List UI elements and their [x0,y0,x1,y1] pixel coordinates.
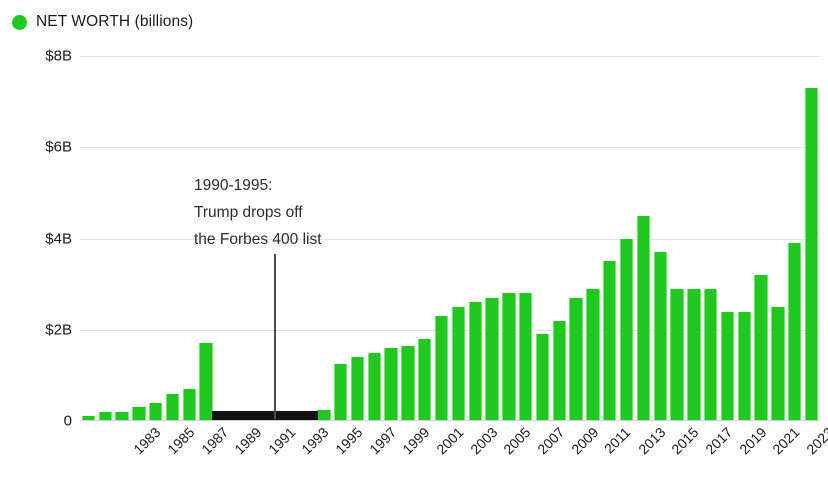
bar-2021[interactable] [737,311,752,421]
bar-1997[interactable] [333,363,348,421]
annotation-line-1: 1990-1995: [194,177,273,194]
bar-2001[interactable] [401,345,415,421]
gridline-$2B [80,329,820,331]
bar-1999[interactable] [367,352,382,421]
legend-label: NET WORTH (billions) [36,13,194,30]
bar-2025[interactable] [804,87,819,421]
x-tick-label-2023: 2023 [803,424,828,458]
chart-legend: NET WORTH (billions) [12,12,193,32]
bar-2003[interactable] [434,316,449,421]
bar-1984[interactable] [115,411,129,421]
bar-1989[interactable] [199,343,213,421]
y-tick-label: $8B [45,47,72,65]
bar-1985[interactable] [132,407,146,421]
x-tick-label-1999: 1999 [399,424,433,458]
y-axis-labels: 0 $2B $4B $6B $8B [0,48,80,430]
bar-2005[interactable] [468,302,482,421]
bar-2011[interactable] [569,297,583,421]
x-tick-label-1987: 1987 [197,424,231,458]
x-tick-label-1989: 1989 [231,424,265,458]
x-axis-labels: 1983 1985 1987 1989 1991 1993 1995 1997 1999 2001… [80,424,828,488]
gridline-$6B [80,147,820,149]
gap-block-1990-1995 [212,411,318,421]
bar-1982[interactable] [81,416,96,421]
green-circle-icon [12,14,27,30]
plot-area [80,56,820,421]
bar-2009[interactable] [535,334,550,421]
bar-2017[interactable] [670,288,684,421]
bar-2020[interactable] [720,311,735,421]
bar-2007[interactable] [502,293,516,421]
bar-2014[interactable] [619,238,634,421]
bar-2018[interactable] [687,288,701,421]
x-tick-label-2011: 2011 [600,424,634,457]
y-tick-label: $2B [45,321,72,339]
bar-2008[interactable] [518,293,533,421]
x-tick-label-1997: 1997 [365,424,400,458]
x-tick-label-1983: 1983 [130,424,164,458]
x-tick-label-1985: 1985 [163,424,198,458]
x-tick-label-2021: 2021 [769,424,803,458]
x-tick-label-2019: 2019 [735,424,770,458]
bar-2000[interactable] [384,348,398,421]
annotation-leader-line [274,254,276,419]
bar-2015[interactable] [636,215,651,421]
x-tick-label-2005: 2005 [500,424,534,458]
x-tick-label-2003: 2003 [466,424,501,458]
bar-2022[interactable] [754,275,768,421]
y-tick-label: $6B [45,138,72,156]
x-tick-label-2015: 2015 [668,424,702,458]
x-tick-label-2007: 2007 [533,424,568,458]
x-tick-label-1995: 1995 [332,424,366,458]
bar-2002[interactable] [418,338,432,421]
gridline-$8B [80,56,820,57]
bar-2012[interactable] [586,288,600,421]
bar-2004[interactable] [451,306,466,421]
x-tick-label-2017: 2017 [702,424,736,458]
x-tick-label-1993: 1993 [298,424,332,458]
bar-2006[interactable] [485,297,499,421]
x-axis-baseline [80,420,820,421]
bar-1988[interactable] [182,389,197,421]
bar-2013[interactable] [603,261,617,421]
annotation-line-2: Trump drops off [194,204,303,221]
bar-1986[interactable] [148,402,163,421]
x-tick-label-2009: 2009 [567,424,601,458]
y-tick-label: $4B [45,230,72,247]
bar-2010[interactable] [552,320,567,421]
bar-2019[interactable] [703,288,718,421]
bar-2023[interactable] [771,306,785,421]
annotation-line-3: the Forbes 400 list [194,231,322,248]
bar-1983[interactable] [98,411,112,421]
x-tick-label-2001: 2001 [433,424,467,458]
gridline-$4B [80,238,820,240]
x-tick-label-1991: 1991 [264,424,299,458]
bar-1987[interactable] [165,393,180,421]
y-tick-label: 0 [63,412,72,430]
bar-2016[interactable] [653,252,667,421]
bars-layer [80,56,820,421]
bar-1998[interactable] [350,357,365,421]
x-tick-label-2013: 2013 [634,424,669,458]
bar-2024[interactable] [788,243,802,421]
